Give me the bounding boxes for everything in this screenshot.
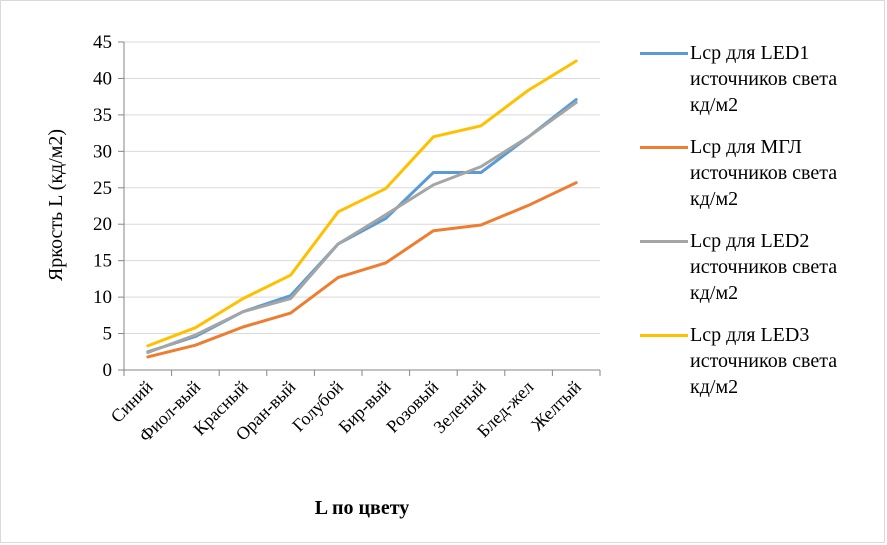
legend-item-1: Lср для LED1 источников света кд/м2 (640, 40, 880, 118)
y-tick-label: 15 (93, 251, 112, 272)
y-tick-label: 20 (93, 214, 112, 235)
x-tick-label: Бир-вый (334, 376, 394, 436)
x-tick-labels: СинийФиол-выйКрасныйОран-выйГолубойБир-в… (107, 376, 586, 445)
legend-swatch (640, 52, 688, 55)
y-tick-labels: 0 5 10 15 20 25 30 35 40 45 (93, 32, 112, 381)
legend-swatch (640, 146, 688, 149)
y-tick-label: 45 (93, 32, 112, 53)
legend-label: Lср для LED2 источников света кд/м2 (690, 230, 838, 304)
y-axis-label: Яркость L (кд/м2) (45, 129, 67, 281)
legend-swatch (640, 240, 688, 243)
legend-label: Lср для LED1 источников света кд/м2 (690, 42, 838, 116)
y-tick-label: 35 (93, 105, 112, 126)
legend-item-3: Lср для LED2 источников света кд/м2 (640, 228, 880, 306)
y-tick-label: 0 (103, 360, 113, 381)
series-line-3 (146, 101, 578, 354)
legend-swatch (640, 334, 688, 337)
series-line-2 (146, 181, 578, 359)
legend: Lср для LED1 источников света кд/м2 Lср д… (640, 40, 880, 416)
legend-item-4: Lср для LED3 источников света кд/м2 (640, 322, 880, 400)
y-tick-label: 25 (93, 178, 112, 199)
series-line-1 (146, 98, 578, 354)
x-axis-label: L по цвету (315, 497, 410, 519)
y-tick-label: 5 (103, 324, 113, 345)
y-tick-label: 40 (93, 68, 112, 89)
series-line-4 (146, 59, 578, 348)
legend-item-2: Lср для МГЛ источников света кд/м2 (640, 134, 880, 212)
series-lines (146, 59, 578, 359)
x-tick-label: Желтый (527, 376, 585, 434)
axes (118, 41, 601, 376)
legend-label: Lср для МГЛ источников света кд/м2 (690, 136, 838, 210)
legend-label: Lср для LED3 источников света кд/м2 (690, 324, 838, 398)
y-tick-label: 30 (93, 141, 112, 162)
y-tick-label: 10 (93, 287, 112, 308)
gridlines (124, 41, 600, 335)
